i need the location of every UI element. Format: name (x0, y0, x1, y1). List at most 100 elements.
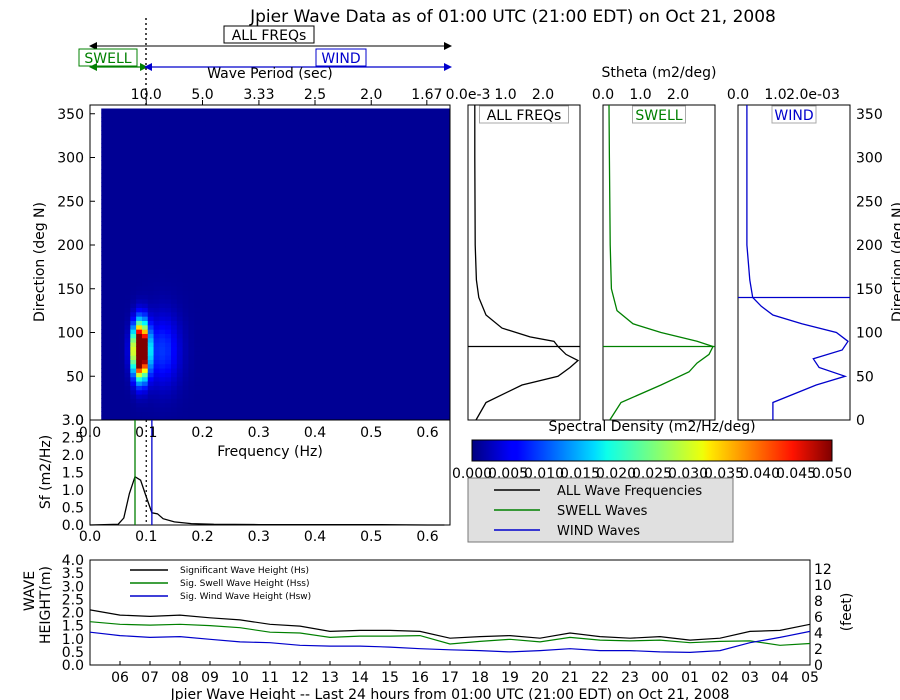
heatmap-cell (281, 346, 288, 352)
heatmap-cell (357, 212, 364, 218)
heatmap-cell (136, 307, 143, 313)
heatmap-cell (124, 117, 131, 122)
heatmap-cell (269, 398, 277, 404)
heatmap-cell (141, 316, 149, 321)
heatmap-cell (171, 368, 178, 373)
heatmap-cell (171, 402, 178, 408)
heatmap-cell (380, 186, 387, 192)
heatmap-cell (136, 112, 143, 118)
heatmap-cell (205, 389, 213, 395)
heatmap-cell (246, 134, 253, 140)
heatmap-cell (386, 307, 393, 313)
heatmap-cell (432, 255, 439, 261)
heatmap-cell (351, 229, 358, 235)
heatmap-cell (391, 346, 399, 352)
heatmap-cell (420, 216, 428, 222)
heatmap-cell (304, 303, 311, 309)
heatmap-cell (368, 277, 375, 283)
heatmap-cell (153, 112, 160, 118)
heatmap-cell (171, 255, 178, 261)
heatmap-cell (362, 220, 370, 226)
heatmap-cell (409, 363, 416, 369)
heatmap-cell (380, 151, 387, 157)
heatmap-cell (188, 381, 195, 386)
heatmap-cell (420, 333, 428, 339)
height-x-tick-label: 20 (531, 670, 549, 686)
heatmap-cell (293, 203, 300, 209)
heatmap-cell (269, 272, 277, 278)
heatmap-cell (147, 368, 155, 373)
heatmap-cell (165, 220, 172, 226)
heatmap-cell (351, 242, 358, 248)
heatmap-cell (165, 359, 172, 365)
heatmap-cell (420, 389, 428, 395)
heatmap-cell (171, 220, 178, 226)
heatmap-cell (124, 134, 131, 140)
heatmap-cell (391, 411, 399, 417)
heatmap-cell (432, 151, 439, 157)
heatmap-cell (304, 138, 311, 144)
heatmap-cell (438, 121, 445, 127)
heatmap-cell (136, 182, 143, 187)
heatmap-cell (165, 169, 172, 174)
heatmap-cell (124, 368, 131, 373)
heatmap-cell (182, 368, 189, 373)
heatmap-cell (304, 394, 311, 399)
heatmap-cell (426, 238, 434, 244)
heatmap-cell (397, 233, 404, 239)
heatmap-cell (159, 182, 166, 187)
heatmap-cell (426, 212, 434, 218)
heatmap-cell (112, 160, 120, 166)
heatmap-cell (316, 316, 323, 321)
heatmap-cell (188, 303, 195, 309)
heatmap-cell (264, 233, 271, 239)
heatmap-cell (165, 376, 172, 382)
heatmap-cell (345, 355, 352, 360)
heatmap-cell (415, 147, 422, 153)
heatmap-cell (357, 376, 364, 382)
heatmap-cell (293, 112, 300, 118)
heatmap-cell (287, 307, 294, 313)
heatmap-cell (403, 212, 410, 218)
heatmap-cell (351, 333, 358, 339)
heatmap-cell (252, 246, 259, 252)
heatmap-cell (357, 268, 364, 274)
heatmap-cell (159, 233, 166, 239)
heatmap-cell (258, 182, 265, 187)
heatmap-cell (415, 212, 422, 218)
heatmap-cell (223, 337, 230, 343)
height-y-tick-label: 2.0 (62, 606, 84, 622)
heatmap-cell (107, 346, 114, 352)
heatmap-cell (234, 320, 242, 326)
heatmap-cell (391, 389, 399, 395)
heatmap-cell (380, 311, 387, 317)
heatmap-cell (322, 359, 329, 365)
heatmap-cell (112, 143, 120, 148)
heatmap-cell (327, 229, 335, 235)
heatmap-cell (420, 208, 428, 213)
heatmap-cell (298, 121, 306, 127)
stheta-curve (474, 105, 580, 421)
heatmap-cell (211, 272, 218, 278)
heatmap-cell (345, 225, 352, 231)
heatmap-cell (130, 259, 137, 265)
heatmap-cell (229, 177, 236, 183)
heatmap-cell (101, 208, 108, 213)
heatmap-cell (287, 394, 294, 399)
heatmap-cell (409, 195, 416, 200)
heatmap-cell (316, 216, 323, 222)
heatmap-cell (101, 255, 108, 261)
heatmap-cell (380, 411, 387, 417)
heatmap-cell (159, 225, 166, 231)
heatmap-cell (130, 368, 137, 373)
heatmap-cell (229, 307, 236, 313)
heatmap-cell (141, 169, 149, 174)
heatmap-cell (194, 337, 201, 343)
heatmap-cell (368, 290, 375, 296)
heatmap-cell (194, 307, 201, 313)
heatmap-cell (420, 233, 428, 239)
heatmap-cell (415, 138, 422, 144)
spectrum-y-tick-label: 350 (57, 107, 84, 123)
heatmap-cell (293, 385, 300, 391)
heatmap-cell (159, 151, 166, 157)
